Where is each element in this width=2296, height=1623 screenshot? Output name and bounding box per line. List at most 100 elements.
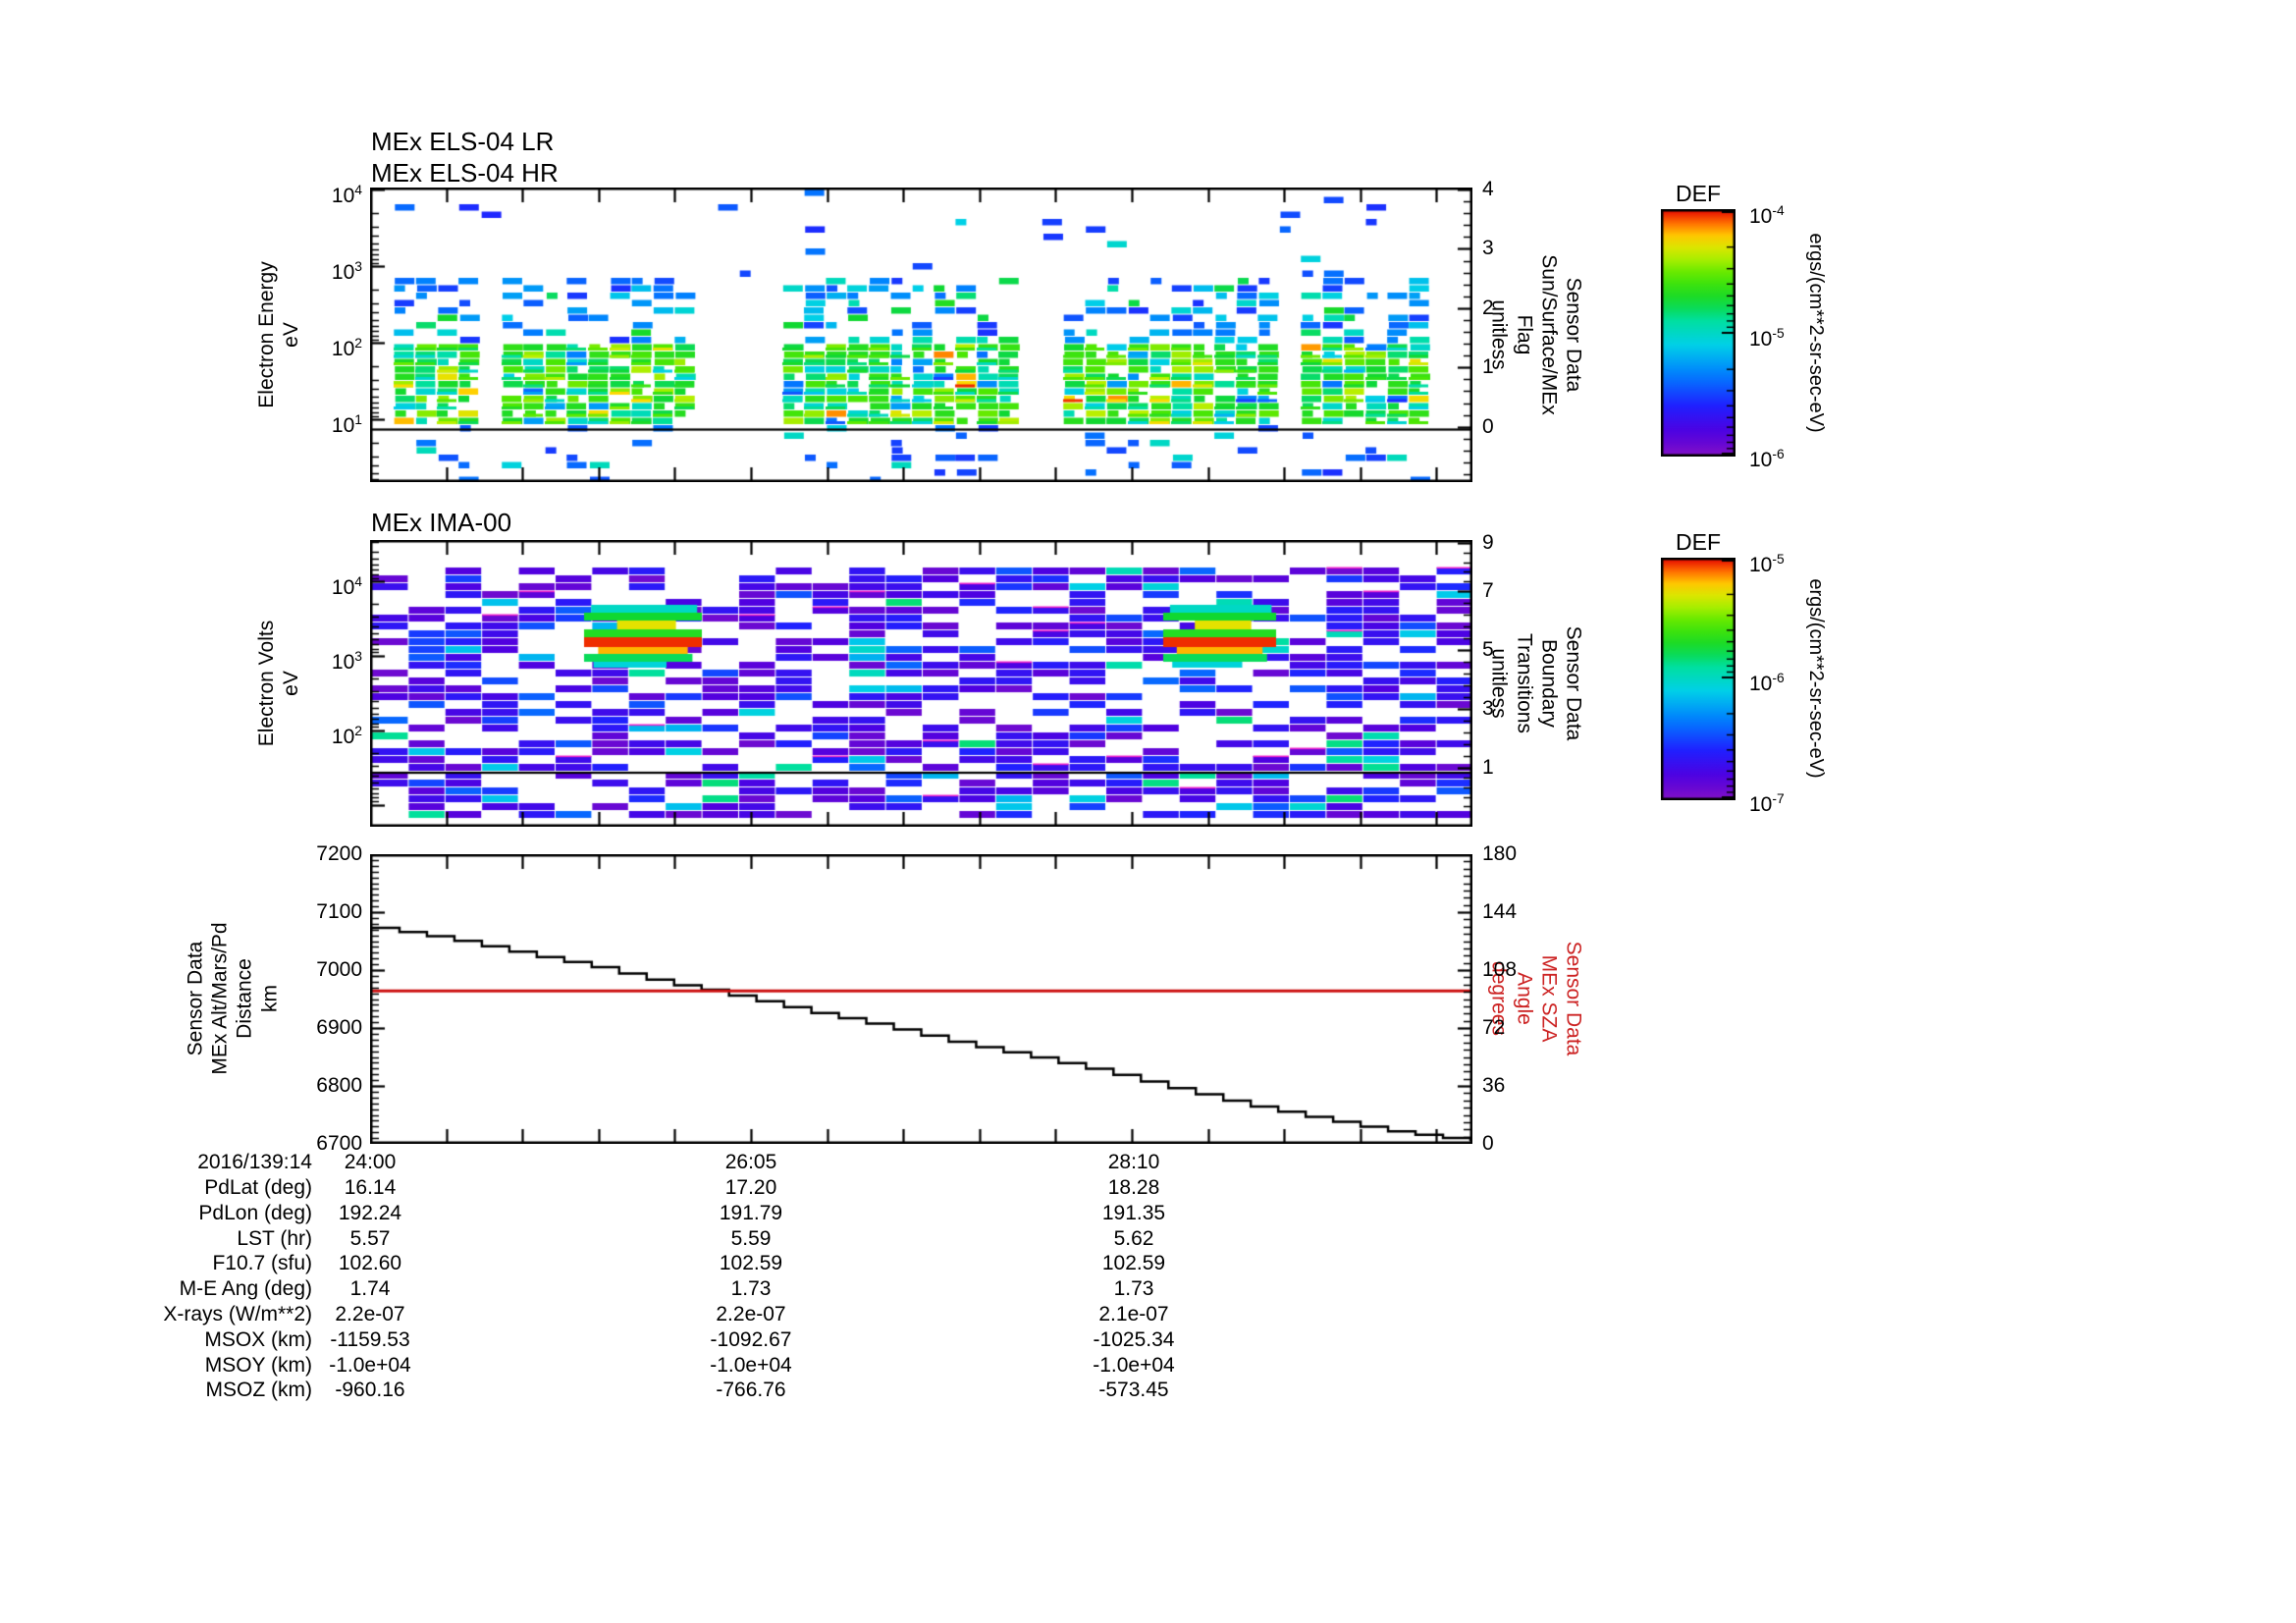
table-cell: 2.2e-07 bbox=[716, 1303, 786, 1325]
colorbar-tick-label: 10-6 bbox=[1749, 446, 1785, 472]
table-cell: 5.62 bbox=[1113, 1226, 1154, 1250]
axis-label-line: Sensor Data bbox=[1562, 625, 1585, 741]
table-cell: 1.73 bbox=[1113, 1277, 1154, 1301]
alt-right-tick-label: 108 bbox=[1482, 958, 1518, 981]
ima-right-tick-label: 9 bbox=[1482, 530, 1494, 554]
table-cell: 191.79 bbox=[719, 1201, 783, 1224]
table-row-label: PdLon (deg) bbox=[198, 1201, 312, 1224]
table-cell: 17.20 bbox=[724, 1176, 777, 1199]
date-label: 2016/139:14 bbox=[197, 1151, 312, 1173]
axis-label-line: Transitions bbox=[1513, 633, 1535, 733]
table-cell: 5.57 bbox=[349, 1226, 391, 1250]
altitude-sza-lineplot bbox=[370, 854, 1472, 1144]
table-row-label: F10.7 (sfu) bbox=[212, 1252, 312, 1275]
colorbar-unit-label: ergs/(cm**2-sr-sec-eV) bbox=[1805, 578, 1827, 779]
ima-right-tick-label: 7 bbox=[1482, 578, 1494, 602]
colorbar-tick-label: 10-7 bbox=[1749, 789, 1785, 816]
table-cell: -960.16 bbox=[335, 1379, 405, 1402]
alt-right-tick-label: 72 bbox=[1482, 1016, 1506, 1039]
table-cell: 102.59 bbox=[719, 1252, 783, 1275]
table-cell: -766.76 bbox=[716, 1379, 786, 1402]
table-cell: -1.0e+04 bbox=[710, 1353, 792, 1377]
table-cell: -1.0e+04 bbox=[329, 1353, 411, 1377]
table-cell: 192.24 bbox=[338, 1201, 402, 1224]
table-row-label: MSOZ (km) bbox=[205, 1379, 312, 1402]
colorbar-title: DEF bbox=[1676, 529, 1721, 555]
els-right-tick-label: 4 bbox=[1482, 178, 1494, 201]
table-cell: 5.59 bbox=[730, 1226, 772, 1250]
alt-y-axis-label: Sensor Data MEx Alt/Mars/Pd Distance km bbox=[184, 922, 283, 1074]
alt-y-tick-label: 6900 bbox=[316, 1016, 362, 1039]
table-cell: 18.28 bbox=[1107, 1176, 1160, 1199]
colorbar-unit-label: ergs/(cm**2-sr-sec-eV) bbox=[1805, 233, 1827, 433]
els-y-tick-label: 103 bbox=[331, 258, 362, 285]
table-cell: -1.0e+04 bbox=[1093, 1353, 1175, 1377]
axis-label-line: Distance bbox=[234, 958, 256, 1039]
alt-y-tick-label: 7000 bbox=[316, 958, 362, 981]
els-spectrogram bbox=[370, 188, 1472, 482]
ima-y-tick-label: 102 bbox=[331, 722, 362, 748]
ima-y-tick-label: 103 bbox=[331, 647, 362, 674]
els-right-tick-label: 0 bbox=[1482, 414, 1494, 438]
ima-right-tick-label: 1 bbox=[1482, 756, 1494, 780]
els-y-tick-label: 104 bbox=[331, 182, 362, 208]
alt-right-tick-label: 0 bbox=[1482, 1132, 1494, 1155]
ima-right-axis-label: Sensor Data Boundary Transitions unitles… bbox=[1487, 626, 1586, 741]
table-row-label: PdLat (deg) bbox=[204, 1176, 312, 1199]
table-row-label: X-rays (W/m**2) bbox=[163, 1303, 312, 1325]
els-y-tick-label: 101 bbox=[331, 411, 362, 438]
els-right-axis-label: Sensor Data Sun/Surface/MEx Flag unitles… bbox=[1487, 254, 1586, 414]
axis-label-line: MEx SZA bbox=[1537, 954, 1561, 1043]
table-cell: 1.73 bbox=[730, 1277, 772, 1301]
table-cell: -1159.53 bbox=[330, 1327, 410, 1351]
axis-label-line: Flag bbox=[1513, 314, 1535, 355]
axis-label-line: Sensor Data bbox=[1562, 941, 1585, 1056]
alt-right-tick-label: 36 bbox=[1482, 1074, 1506, 1097]
table-cell: 2.1e-07 bbox=[1098, 1303, 1169, 1325]
table-cell: -1025.34 bbox=[1093, 1327, 1175, 1351]
ima-y-tick-label: 104 bbox=[331, 573, 362, 600]
colorbar-def-els bbox=[1661, 209, 1735, 457]
alt-right-tick-label: 144 bbox=[1482, 900, 1518, 923]
axis-label-line: Sensor Data bbox=[184, 941, 207, 1056]
colorbar-def-ima bbox=[1661, 558, 1735, 800]
axis-label-line: km bbox=[258, 985, 282, 1013]
colorbar-tick-label: 10-6 bbox=[1749, 670, 1785, 696]
ima-title: MEx IMA-00 bbox=[371, 508, 512, 537]
colorbar-tick-label: 10-4 bbox=[1749, 202, 1785, 228]
els-y-tick-label: 102 bbox=[331, 335, 362, 361]
table-row-label: MSOY (km) bbox=[204, 1353, 312, 1377]
table-cell: -573.45 bbox=[1098, 1379, 1169, 1402]
alt-y-tick-label: 7100 bbox=[316, 900, 362, 923]
table-cell: 102.59 bbox=[1101, 1252, 1166, 1275]
axis-label-line: MEx Alt/Mars/Pd bbox=[208, 922, 232, 1075]
ima-right-tick-label: 3 bbox=[1482, 696, 1494, 720]
colorbar-tick-label: 10-5 bbox=[1749, 550, 1785, 576]
axis-label-line: Sensor Data bbox=[1562, 277, 1585, 393]
colorbar-title: DEF bbox=[1676, 181, 1721, 206]
table-cell: 16.14 bbox=[344, 1176, 397, 1199]
table-cell: -1092.67 bbox=[710, 1327, 792, 1351]
els-right-tick-label: 3 bbox=[1482, 237, 1494, 260]
table-cell: 1.74 bbox=[349, 1277, 391, 1301]
table-cell: 2.2e-07 bbox=[335, 1303, 405, 1325]
table-row-label: MSOX (km) bbox=[204, 1327, 312, 1351]
table-cell: 102.60 bbox=[338, 1252, 402, 1275]
x-tick-label: 28:10 bbox=[1107, 1151, 1160, 1173]
table-row-label: LST (hr) bbox=[237, 1226, 312, 1250]
els-title-lr: MEx ELS-04 LR bbox=[371, 127, 555, 156]
alt-y-tick-label: 6700 bbox=[316, 1132, 362, 1155]
ima-right-tick-label: 5 bbox=[1482, 638, 1494, 662]
alt-y-tick-label: 7200 bbox=[316, 842, 362, 865]
table-cell: 191.35 bbox=[1101, 1201, 1166, 1224]
els-title-hr: MEx ELS-04 HR bbox=[371, 158, 559, 188]
x-tick-label: 26:05 bbox=[724, 1151, 777, 1173]
colorbar-tick-label: 10-5 bbox=[1749, 325, 1785, 351]
ima-spectrogram bbox=[370, 540, 1472, 827]
alt-y-tick-label: 6800 bbox=[316, 1074, 362, 1097]
x-tick-label: 24:00 bbox=[344, 1151, 397, 1173]
els-right-tick-label: 1 bbox=[1482, 355, 1494, 378]
axis-label-line: unitless bbox=[1487, 299, 1511, 370]
axis-label-line: Sun/Surface/MEx bbox=[1537, 254, 1561, 415]
